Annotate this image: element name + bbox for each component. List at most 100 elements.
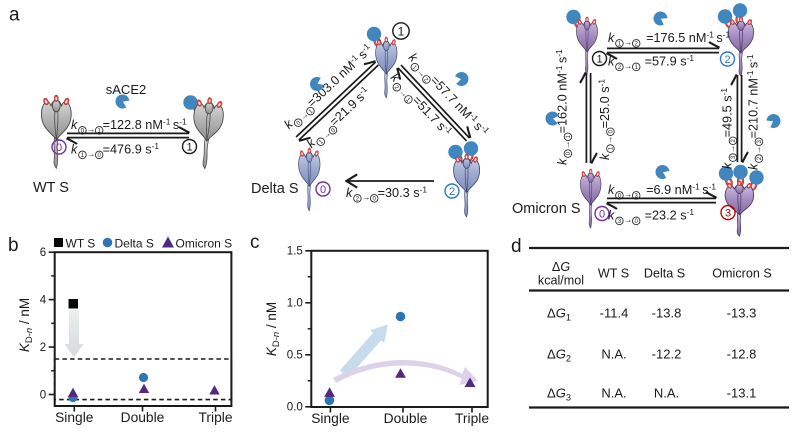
svg-text:-13.8: -13.8: [652, 306, 682, 321]
svg-text:2: 2: [449, 186, 455, 198]
svg-text:0: 0: [373, 197, 377, 203]
svg-text:0: 0: [56, 142, 62, 154]
svg-text:→: →: [727, 145, 737, 154]
svg-text:0: 0: [296, 120, 303, 127]
svg-text:Single: Single: [311, 411, 350, 426]
svg-text:k: k: [608, 209, 615, 223]
svg-text:ΔG2: ΔG2: [547, 347, 571, 364]
svg-text:2: 2: [731, 138, 737, 142]
svg-text:2: 2: [757, 156, 763, 160]
svg-text:=162.0 nM-1 s-1: =162.0 nM-1 s-1: [554, 49, 569, 133]
svg-text:3: 3: [635, 194, 639, 200]
svg-text:k: k: [721, 162, 735, 169]
svg-text:ΔG3: ΔG3: [547, 386, 571, 403]
svg-text:-13.3: -13.3: [727, 306, 757, 321]
svg-text:ΔG1: ΔG1: [547, 306, 571, 323]
svg-text:Omicron S: Omicron S: [712, 267, 771, 281]
svg-text:0: 0: [609, 129, 615, 133]
svg-text:0: 0: [81, 129, 85, 135]
svg-text:1: 1: [308, 108, 315, 115]
svg-text:=49.5 s-1: =49.5 s-1: [719, 88, 734, 138]
svg-text:k: k: [608, 55, 615, 69]
svg-text:N.A.: N.A.: [601, 347, 626, 362]
svg-text:0: 0: [40, 389, 46, 401]
svg-text:=30.3 s-1: =30.3 s-1: [378, 185, 428, 200]
svg-text:=176.5 nM-1 s-1: =176.5 nM-1 s-1: [646, 30, 730, 45]
svg-text:-12.8: -12.8: [727, 347, 757, 362]
svg-text:-13.1: -13.1: [727, 386, 757, 401]
svg-text:1.5: 1.5: [287, 246, 303, 258]
svg-text:ΔG: ΔG: [552, 260, 570, 274]
svg-text:Triple: Triple: [199, 410, 233, 425]
svg-text:KD-n / nM: KD-n / nM: [17, 298, 35, 352]
svg-text:=122.8 nM-1 s-1: =122.8 nM-1 s-1: [103, 117, 187, 132]
svg-text:1: 1: [609, 146, 615, 150]
svg-text:Delta S: Delta S: [115, 237, 154, 251]
svg-text:3: 3: [731, 155, 737, 159]
svg-text:0: 0: [599, 208, 605, 220]
svg-text:k: k: [608, 31, 615, 45]
svg-text:6: 6: [40, 247, 46, 259]
svg-text:Double: Double: [384, 411, 428, 426]
svg-text:3: 3: [757, 139, 763, 143]
svg-text:0: 0: [331, 127, 338, 134]
svg-text:0.5: 0.5: [287, 350, 303, 362]
svg-text:2: 2: [724, 54, 730, 66]
svg-text:Single: Single: [55, 410, 94, 425]
svg-text:3: 3: [618, 219, 622, 225]
svg-text:=25.0 s-1: =25.0 s-1: [597, 79, 612, 129]
svg-text:-11.4: -11.4: [600, 306, 629, 321]
svg-text:1: 1: [186, 141, 192, 153]
svg-text:WT S: WT S: [598, 267, 629, 281]
svg-text:1: 1: [411, 65, 418, 72]
svg-text:k: k: [346, 186, 353, 200]
svg-text:k: k: [71, 143, 78, 157]
svg-text:0: 0: [618, 194, 622, 200]
svg-text:2: 2: [618, 65, 622, 71]
svg-text:k: k: [747, 163, 761, 170]
svg-text:→: →: [624, 37, 633, 47]
svg-text:→: →: [362, 192, 371, 202]
svg-text:a: a: [9, 5, 20, 26]
svg-text:k: k: [598, 153, 612, 160]
svg-text:→: →: [753, 146, 763, 155]
svg-text:=476.9 s-1: =476.9 s-1: [103, 141, 160, 156]
svg-text:-12.2: -12.2: [652, 347, 682, 362]
svg-text:=6.9 nM-1 s-1: =6.9 nM-1 s-1: [646, 182, 716, 197]
svg-text:WT S: WT S: [66, 237, 96, 251]
svg-text:1: 1: [635, 65, 639, 71]
svg-text:sACE2: sACE2: [106, 82, 146, 97]
svg-text:1: 1: [618, 42, 622, 48]
svg-text:0: 0: [566, 151, 572, 155]
svg-text:→: →: [87, 149, 96, 159]
svg-text:0: 0: [320, 184, 326, 196]
svg-text:1: 1: [98, 129, 102, 135]
svg-text:0.0: 0.0: [287, 402, 303, 414]
svg-text:KD-n / nM: KD-n / nM: [264, 302, 282, 356]
svg-text:WT S: WT S: [33, 180, 69, 196]
svg-text:2: 2: [635, 42, 639, 48]
svg-text:Triple: Triple: [455, 411, 489, 426]
svg-text:1: 1: [404, 97, 411, 104]
svg-text:N.A.: N.A.: [601, 386, 626, 401]
svg-text:=23.2 s-1: =23.2 s-1: [645, 207, 695, 222]
svg-text:1: 1: [318, 139, 325, 146]
svg-text:2: 2: [422, 77, 429, 84]
svg-text:1: 1: [81, 153, 85, 159]
svg-text:2: 2: [393, 85, 400, 92]
svg-text:→: →: [624, 61, 633, 71]
svg-text:Delta S: Delta S: [251, 181, 299, 197]
svg-text:Delta S: Delta S: [644, 267, 685, 281]
svg-text:Double: Double: [121, 410, 165, 425]
svg-text:3: 3: [725, 207, 731, 219]
svg-text:→: →: [87, 124, 96, 134]
svg-text:0: 0: [98, 153, 102, 159]
svg-text:→: →: [604, 136, 614, 145]
svg-text:Omicron S: Omicron S: [176, 237, 233, 251]
svg-text:0: 0: [635, 219, 639, 225]
svg-text:2: 2: [40, 342, 46, 354]
svg-text:1: 1: [566, 134, 572, 138]
svg-text:4: 4: [40, 295, 47, 307]
svg-text:N.A.: N.A.: [654, 386, 679, 401]
svg-text:kcal/mol: kcal/mol: [538, 274, 584, 288]
